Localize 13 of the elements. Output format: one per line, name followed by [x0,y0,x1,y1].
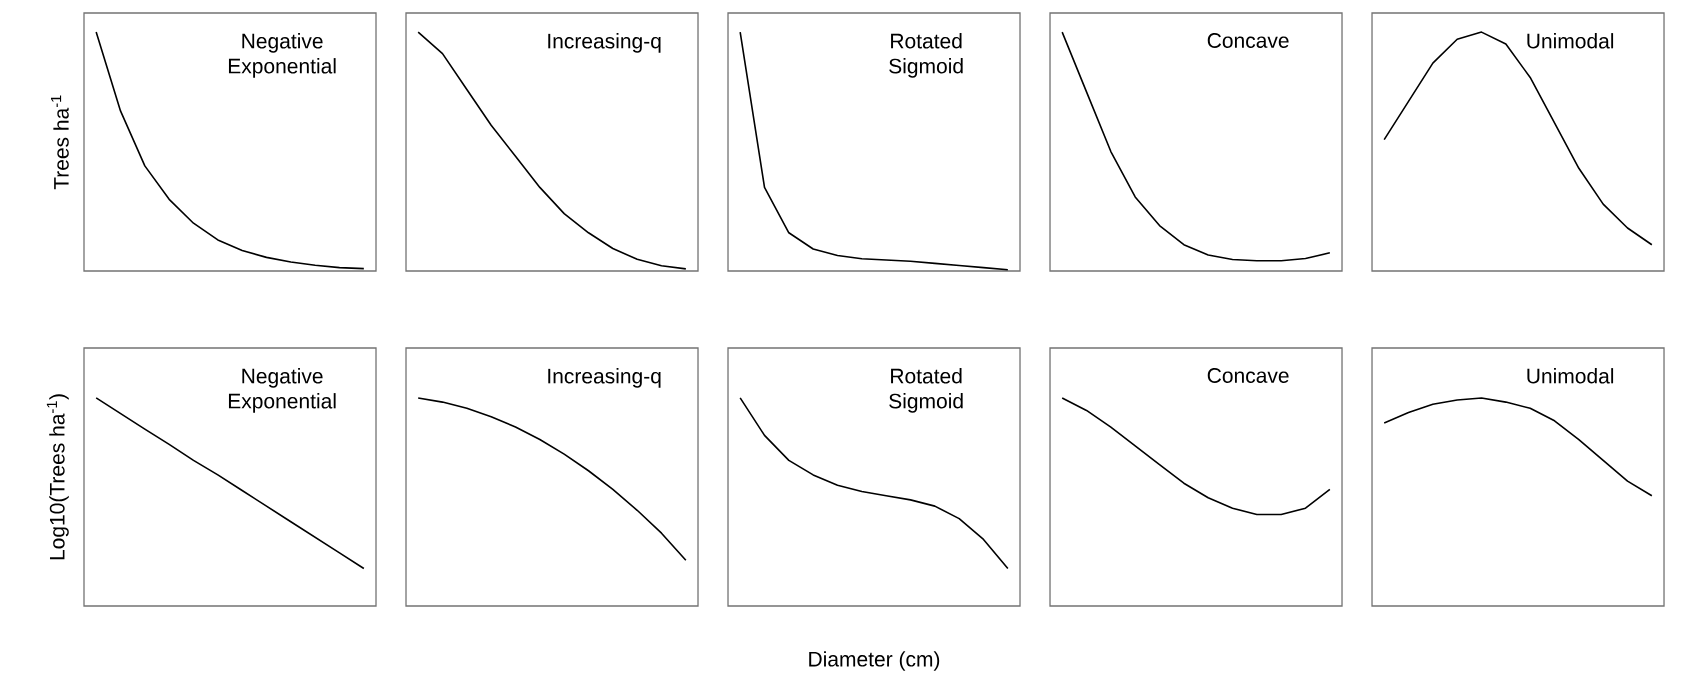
annotation: Concave [1207,33,1289,48]
annotation: Rotated Sigmoid [889,368,963,413]
annotation: Unimodal [1527,33,1614,49]
x-axis-title: Diameter (cm) [809,651,940,671]
y-axis-title: Log10(Trees ha$^{-1}$) [46,394,69,560]
text: Unimodal [1527,368,1614,384]
annotation: Negative Exponential [228,368,336,413]
annotation: Increasing-q [548,33,661,53]
annotation: Negative Exponential [228,33,336,78]
text: Concave [1207,368,1289,383]
annotation: Rotated Sigmoid [889,33,963,78]
text: Increasing-q [548,368,661,388]
y-axis-title: Trees ha$^{-1}$ [50,95,69,190]
